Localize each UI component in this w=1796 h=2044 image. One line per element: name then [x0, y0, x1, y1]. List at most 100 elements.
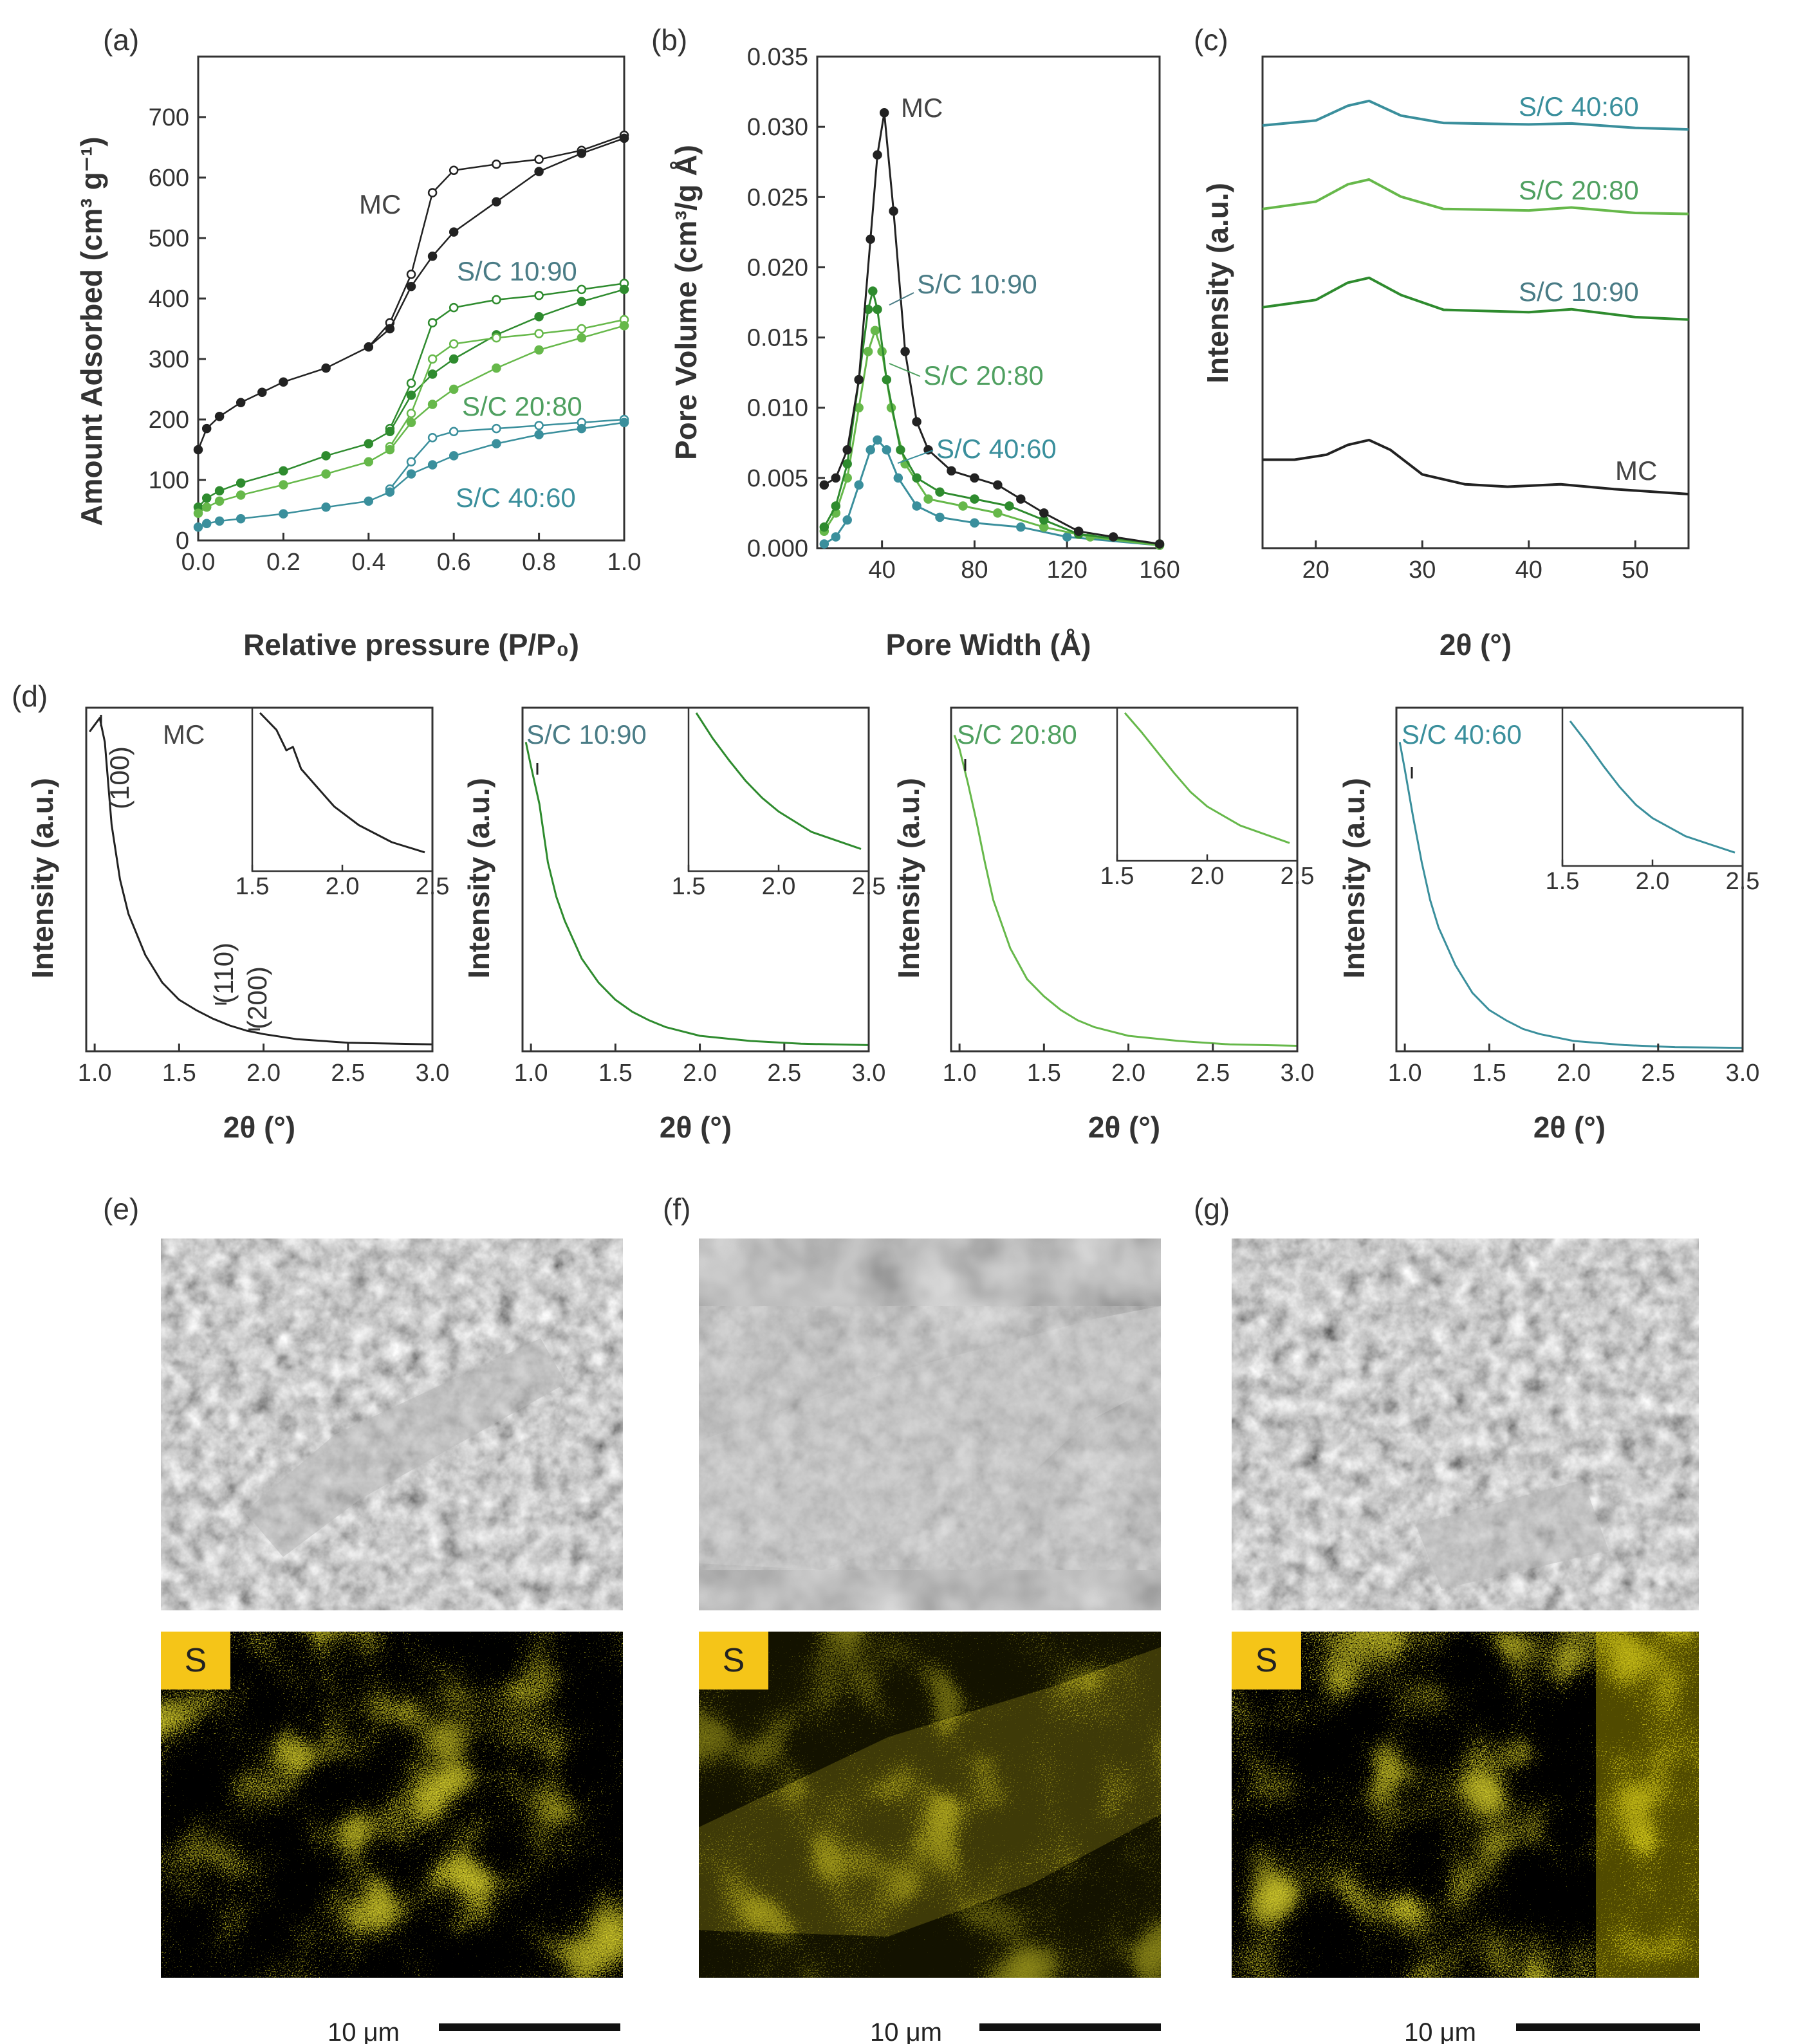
d1-xtick-label-1: 1.5 — [162, 1060, 196, 1087]
adsorption-point-s-c-20-80-1 — [201, 502, 212, 512]
b-ytick-label-7: 0.035 — [747, 44, 808, 71]
series-d3 — [953, 735, 1298, 1047]
adsorption-point-s-c-10-90-8 — [406, 391, 416, 400]
inset-frame-d4 — [1561, 706, 1744, 867]
psd-point-s-c-10-90-2 — [842, 459, 852, 469]
ylabel-c: Intensity (a.u.) — [1201, 183, 1234, 383]
b-xtick-label-3: 160 — [1139, 557, 1180, 584]
psd-point-s-c-40-60-1 — [831, 532, 841, 542]
plot-frame-c — [1261, 55, 1690, 549]
sulfur-map-g — [1232, 1632, 1699, 1978]
scale-bar-label-e: 10 μm — [328, 2018, 400, 2044]
inset-xtick-label-2: 2.5 — [852, 873, 886, 900]
desorption-line-s-c-10-90 — [389, 282, 625, 429]
inset-frame-d2 — [687, 706, 870, 872]
adsorption-point-mc-11 — [449, 227, 459, 237]
b-ytick-label-3: 0.015 — [747, 325, 808, 352]
psd-point-mc-1 — [831, 473, 841, 483]
psd-point-s-c-40-60-5 — [873, 435, 882, 445]
a-ytick-label-0: 0 — [176, 528, 189, 555]
psd-point-s-c-40-60-8 — [912, 501, 921, 511]
panel-d: (d) 1.0 1.5 2.0 2.5 3.0 1.5 2.0 2.5 MC (100) (… — [12, 679, 1759, 1144]
leader-sc2080-b — [889, 363, 921, 377]
series-c — [1262, 99, 1689, 495]
annotation-100: (100) — [104, 746, 134, 809]
b-ytick-label-5: 0.025 — [747, 184, 808, 211]
leader-sc1090-b — [889, 292, 914, 306]
a-ytick-label-3: 300 — [149, 346, 189, 373]
adsorption-point-s-c-40-60-5 — [321, 502, 331, 512]
annotation-mc-c: MC — [1615, 456, 1657, 486]
psd-point-s-c-20-80-10 — [958, 501, 968, 511]
annotation-sc1090-d: S/C 10:90 — [526, 719, 647, 750]
d4-xtick-label-1: 1.5 — [1472, 1060, 1506, 1087]
annotation-sc1090-b: S/C 10:90 — [917, 269, 1037, 299]
plot-frame-b — [816, 55, 1161, 549]
inset-frame-d3 — [1116, 706, 1299, 862]
c-xtick-label-3: 50 — [1622, 557, 1649, 584]
d3-xtick-label-0: 1.0 — [943, 1060, 977, 1087]
adsorption-point-s-c-40-60-0 — [193, 522, 203, 532]
c-xtick-label-2: 40 — [1515, 557, 1542, 584]
leader-sc4060-b — [897, 450, 934, 464]
b-ytick-label-0: 0.000 — [747, 535, 808, 562]
inset-xtick-label-0: 1.5 — [1546, 868, 1580, 895]
sulfur-map-e — [161, 1632, 623, 1978]
psd-point-mc-0 — [819, 480, 829, 490]
saxs-plot-sc2080: 1.0 1.5 2.0 2.5 3.0 1.5 2.0 2.5 S/C 20:80 2θ (… — [892, 706, 1315, 1144]
adsorption-point-s-c-40-60-6 — [364, 496, 374, 506]
series-d1 — [88, 717, 433, 1045]
c-xtick-label-1: 30 — [1409, 557, 1436, 584]
xlabel-b: Pore Width (Å) — [886, 628, 1091, 661]
ticks-c: 20 30 40 50 — [1302, 540, 1649, 584]
a-ytick-label-2: 200 — [149, 407, 189, 434]
plot-frame-a — [197, 55, 625, 542]
panel-label-g: (g) — [1194, 1192, 1230, 1226]
adsorption-point-s-c-10-90-7 — [385, 427, 395, 437]
adsorption-point-mc-6 — [321, 363, 331, 373]
desorption-point-s-c-10-90-3 — [492, 295, 501, 305]
desorption-point-mc-5 — [427, 188, 438, 198]
psd-point-mc-9 — [912, 417, 921, 427]
a-ytick-label-4: 400 — [149, 286, 189, 313]
d3-xtick-label-1: 1.5 — [1027, 1060, 1061, 1087]
inset-xtick-label-2: 2.5 — [1281, 863, 1315, 890]
annotation-mc-b: MC — [901, 93, 943, 123]
desorption-point-s-c-40-60-3 — [492, 423, 501, 434]
ylabel-d1: Intensity (a.u.) — [26, 778, 59, 979]
adsorption-point-mc-12 — [492, 197, 501, 207]
annotation-sc2080-d: S/C 20:80 — [957, 719, 1077, 750]
element-label-e: S — [185, 1642, 207, 1679]
d2-xtick-label-2: 2.0 — [683, 1060, 717, 1087]
psd-point-mc-17 — [1108, 532, 1118, 542]
psd-point-s-c-20-80-9 — [923, 494, 933, 504]
psd-point-s-c-40-60-10 — [970, 518, 979, 528]
annotation-sc1090-c: S/C 10:90 — [1519, 277, 1639, 307]
annotation-mc-a: MC — [359, 189, 401, 219]
inset-xtick-label-0: 1.5 — [672, 873, 706, 900]
desorption-point-s-c-10-90-1 — [577, 284, 587, 295]
inset-line-s-c-20-80 — [1124, 712, 1290, 844]
desorption-point-mc-3 — [492, 160, 501, 169]
adsorption-point-s-c-20-80-4 — [279, 480, 288, 490]
d1-xtick-label-4: 3.0 — [416, 1060, 450, 1087]
adsorption-point-s-c-20-80-8 — [406, 418, 416, 427]
ticks-d2: 1.0 1.5 2.0 2.5 3.0 — [514, 1044, 885, 1087]
adsorption-point-mc-1 — [201, 423, 212, 434]
a-xtick-label-3: 0.6 — [437, 549, 471, 576]
series-b — [819, 108, 1165, 550]
adsorption-point-s-c-10-90-3 — [236, 478, 246, 488]
xlabel-d4: 2θ (°) — [1533, 1110, 1606, 1144]
psd-point-s-c-10-90-6 — [873, 304, 882, 315]
scale-bar-g — [1516, 2023, 1700, 2031]
saxs-plot-sc1090: 1.0 1.5 2.0 2.5 3.0 1.5 2.0 2.5 S/C 10:90 2θ (… — [462, 706, 886, 1144]
b-xtick-label-1: 80 — [961, 557, 988, 584]
a-ytick-label-6: 600 — [149, 165, 189, 192]
psd-point-s-c-20-80-5 — [870, 326, 880, 335]
b-ytick-label-1: 0.005 — [747, 465, 808, 492]
saxs-line-s-c-40-60 — [1398, 742, 1743, 1049]
ticks-d1: 1.0 1.5 2.0 2.5 3.0 — [78, 1044, 450, 1087]
inset-line-s-c-40-60 — [1569, 720, 1736, 854]
saxs-plot-mc: 1.0 1.5 2.0 2.5 3.0 1.5 2.0 2.5 MC (100) (110)… — [26, 706, 450, 1144]
